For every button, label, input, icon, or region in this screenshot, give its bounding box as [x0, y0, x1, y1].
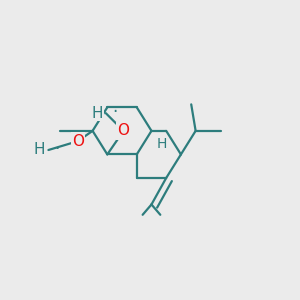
Text: ·: ·: [112, 103, 117, 121]
Text: H: H: [92, 106, 103, 121]
Text: ·: ·: [55, 140, 60, 158]
Text: H: H: [34, 142, 46, 158]
Text: O: O: [72, 134, 84, 149]
Text: H: H: [157, 137, 167, 151]
Text: O: O: [118, 123, 130, 138]
